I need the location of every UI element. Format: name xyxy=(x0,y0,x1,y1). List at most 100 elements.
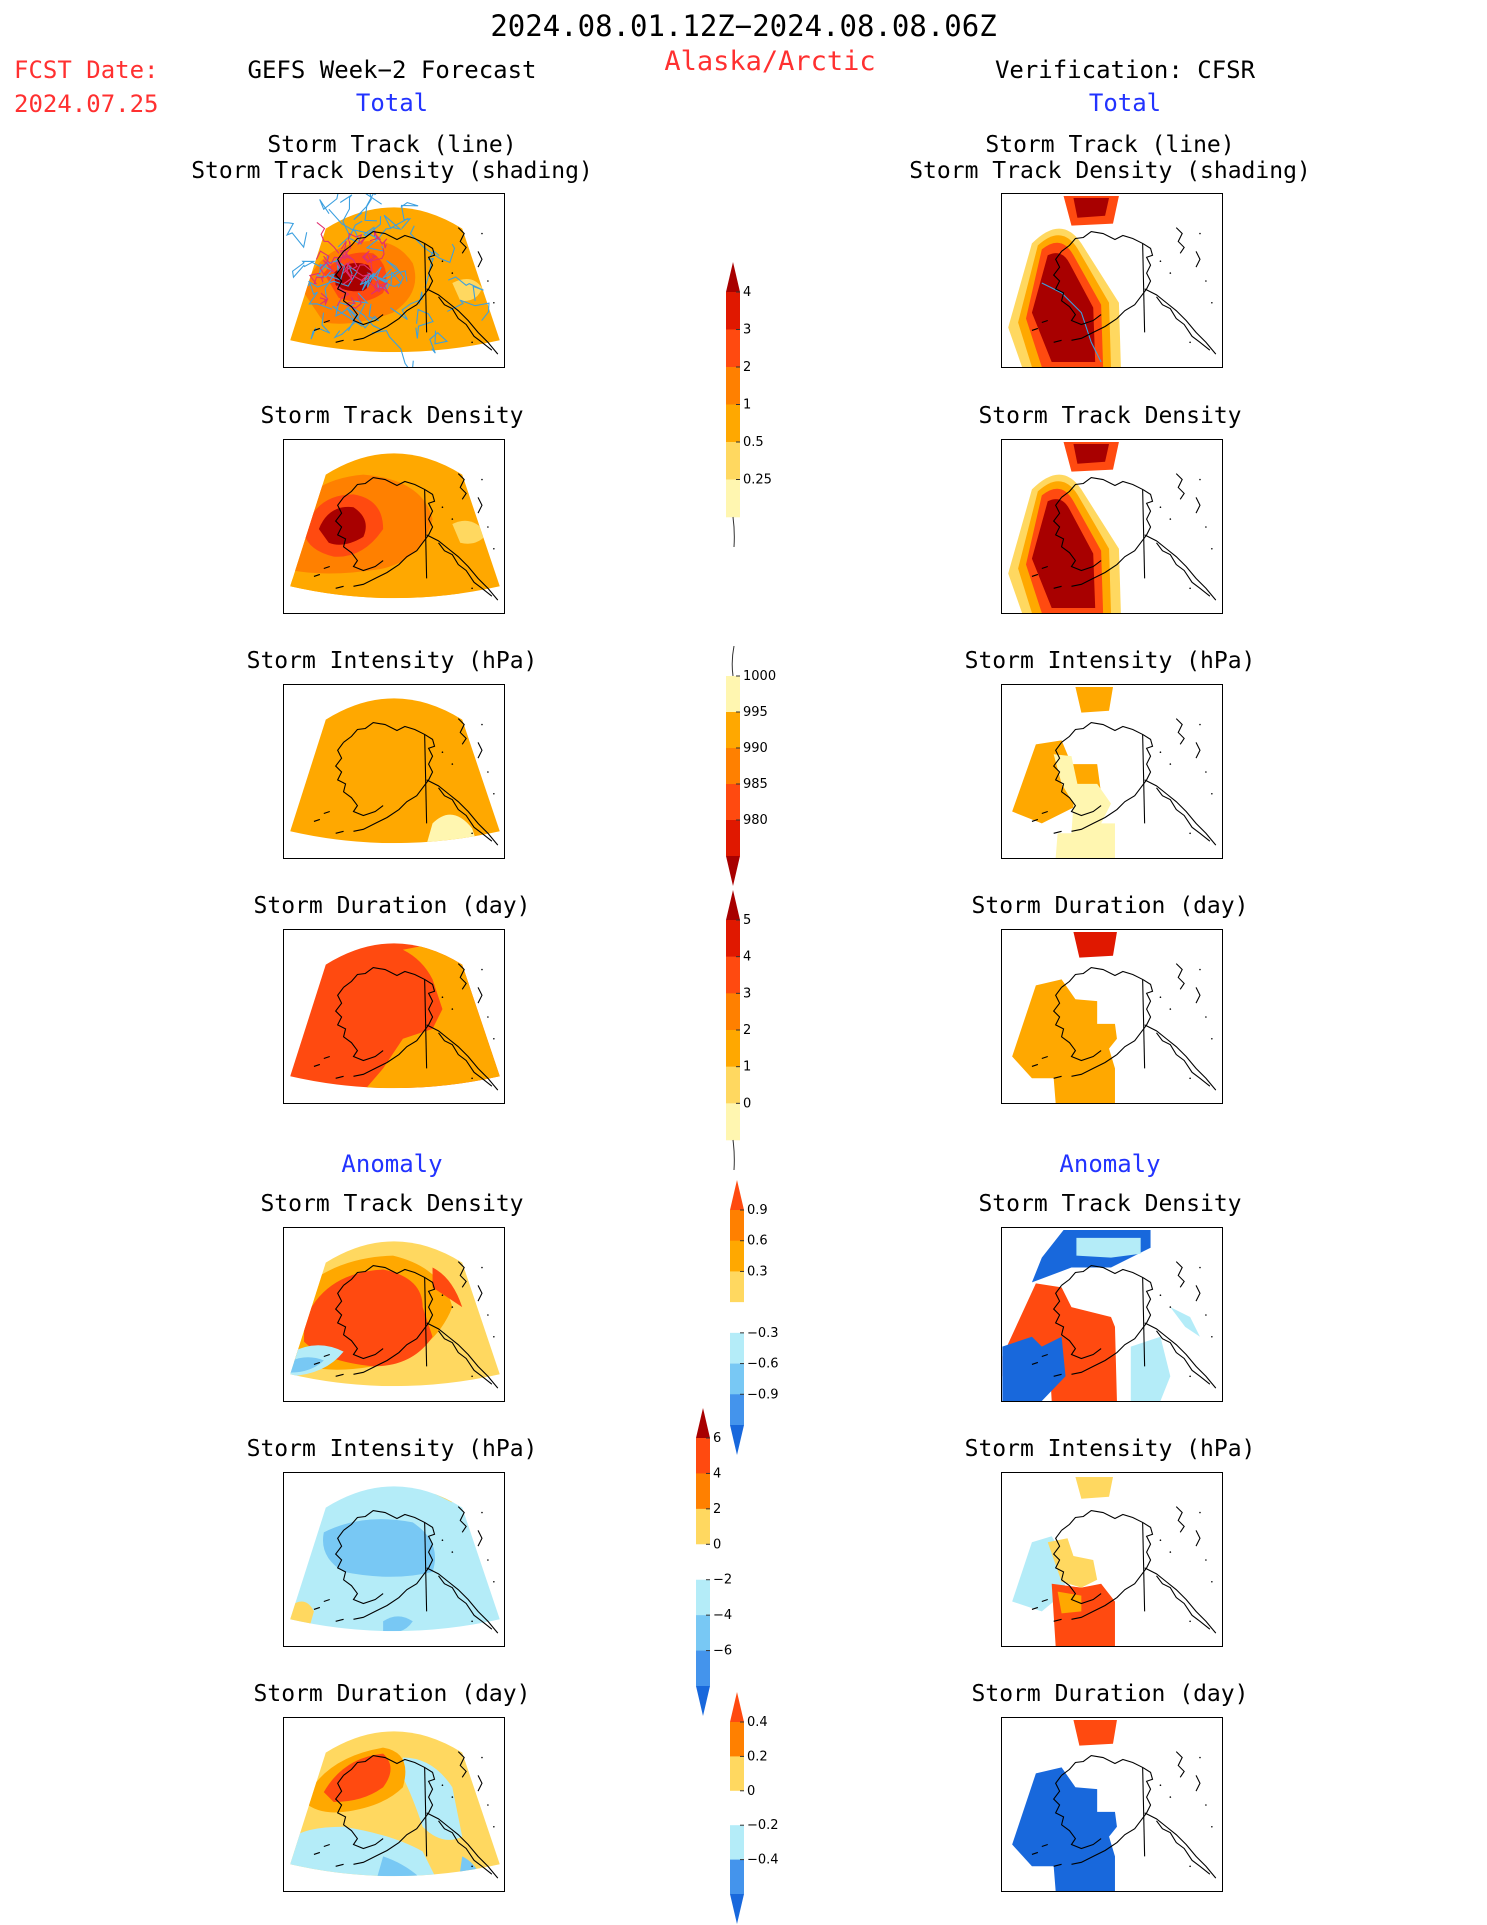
colorbar-bottom-arrow xyxy=(730,1425,744,1455)
colorbar-tick-label: 6 xyxy=(713,1431,721,1446)
track-line xyxy=(355,263,374,277)
colorbar-duration-total: 5 4 3 2 1 0 xyxy=(726,890,751,1170)
map-field xyxy=(290,1486,500,1632)
track-line xyxy=(328,208,363,245)
map-field xyxy=(290,1731,500,1877)
map-field xyxy=(290,943,500,1089)
field-contour xyxy=(1012,1767,1117,1891)
colorbar-tick-label: 0 xyxy=(743,1096,751,1111)
colorbar-top-arrow xyxy=(730,1180,744,1210)
island xyxy=(471,1375,473,1378)
colorbar-tick-label: 1 xyxy=(743,398,751,413)
colorbar-segment xyxy=(696,1579,710,1616)
map-right-anom-intensity xyxy=(1001,1472,1223,1647)
field-contour xyxy=(1073,443,1110,464)
right-track-title-2: Storm Track Density (shading) xyxy=(909,158,1311,184)
map-right-anom-density xyxy=(1001,1227,1223,1402)
island xyxy=(487,526,489,528)
colorbar-segment xyxy=(730,1363,744,1395)
island xyxy=(441,260,444,263)
colorbar-segment xyxy=(726,1103,740,1141)
colorbar-tick-label: 3 xyxy=(743,323,751,338)
colorbar-tick-label: 0.9 xyxy=(747,1203,768,1218)
colorbar-tick-label: 4 xyxy=(743,285,751,300)
field-contour xyxy=(304,1269,433,1367)
field-contour xyxy=(290,1601,314,1632)
colorbar-bottom-arrow xyxy=(726,856,740,886)
colorbar-tick-label: 2 xyxy=(743,1023,751,1038)
right-density-title: Storm Track Density xyxy=(978,403,1242,429)
colorbar-segment xyxy=(730,1302,744,1334)
colorbar-tick-label: 4 xyxy=(743,950,751,965)
island xyxy=(487,280,489,282)
map-right-anom-duration xyxy=(1001,1717,1223,1892)
island xyxy=(451,518,454,520)
colorbar-segment xyxy=(726,292,740,330)
track-line xyxy=(447,299,490,321)
island xyxy=(441,751,444,754)
track-line xyxy=(308,272,324,285)
map-left-anom-intensity xyxy=(283,1472,505,1647)
field-contour xyxy=(290,568,500,599)
colorbar-segment xyxy=(726,479,740,518)
island xyxy=(1211,301,1213,304)
field-contour xyxy=(452,520,487,544)
coastline xyxy=(313,227,499,355)
island xyxy=(487,771,489,773)
track-line xyxy=(368,248,385,262)
colorbar-tick-label: −0.6 xyxy=(747,1357,779,1372)
island xyxy=(441,1539,444,1542)
island xyxy=(1169,272,1172,274)
field-contour xyxy=(1012,979,1117,1103)
track-line xyxy=(323,250,348,265)
colorbar-segment xyxy=(730,1210,744,1242)
map-right-anom-density-svg xyxy=(1002,1229,1217,1401)
island xyxy=(1199,1756,1201,1759)
colorbar-segment xyxy=(726,920,740,957)
island xyxy=(493,547,495,550)
map-right-intensity xyxy=(1001,684,1223,859)
island xyxy=(441,1294,444,1297)
coastline xyxy=(313,1261,499,1389)
colorbar-bottom-tail xyxy=(732,1139,735,1170)
island xyxy=(1199,478,1201,481)
field-contour xyxy=(1031,253,1096,363)
island xyxy=(493,792,495,795)
track-line xyxy=(364,194,382,222)
island xyxy=(1199,1266,1201,1269)
colorbar-tick-label: 0.6 xyxy=(747,1234,768,1249)
island xyxy=(493,1580,495,1583)
colorbar-segment xyxy=(730,1756,744,1792)
colorbar-segment xyxy=(696,1650,710,1687)
right-anom-density-title: Storm Track Density xyxy=(978,1191,1242,1217)
track-line xyxy=(415,308,434,339)
island xyxy=(481,1511,483,1514)
fcst-date: 2024.07.25 xyxy=(14,90,159,118)
colorbar-tick-label: 5 xyxy=(743,913,751,928)
island xyxy=(1189,341,1191,344)
coastline xyxy=(313,1751,499,1879)
map-right-density-svg xyxy=(1008,441,1217,613)
island xyxy=(1169,1008,1172,1010)
island xyxy=(1169,1551,1172,1553)
map-field xyxy=(290,685,500,844)
field-contour xyxy=(1012,1536,1066,1612)
track-line xyxy=(382,260,405,288)
island xyxy=(1169,1796,1172,1798)
colorbar-segment xyxy=(696,1438,710,1474)
map-field xyxy=(1012,1476,1115,1646)
left-column-title: GEFS Week−2 Forecast xyxy=(247,56,537,84)
left-track-title-2: Storm Track Density (shading) xyxy=(191,158,593,184)
colorbar-tick-label: 4 xyxy=(713,1466,721,1481)
colorbar-tick-label: 0.2 xyxy=(747,1749,768,1764)
island xyxy=(481,968,483,971)
track-line xyxy=(319,292,329,306)
track-line xyxy=(346,295,362,309)
colorbar-bottom-tail xyxy=(732,516,735,547)
field-contour xyxy=(1170,1307,1200,1337)
map-left-density xyxy=(283,439,505,614)
field-contour xyxy=(373,1856,433,1877)
field-contour xyxy=(373,685,415,687)
island xyxy=(1159,1294,1162,1297)
period-title: 2024.08.01.12Z−2024.08.08.06Z xyxy=(490,9,997,43)
